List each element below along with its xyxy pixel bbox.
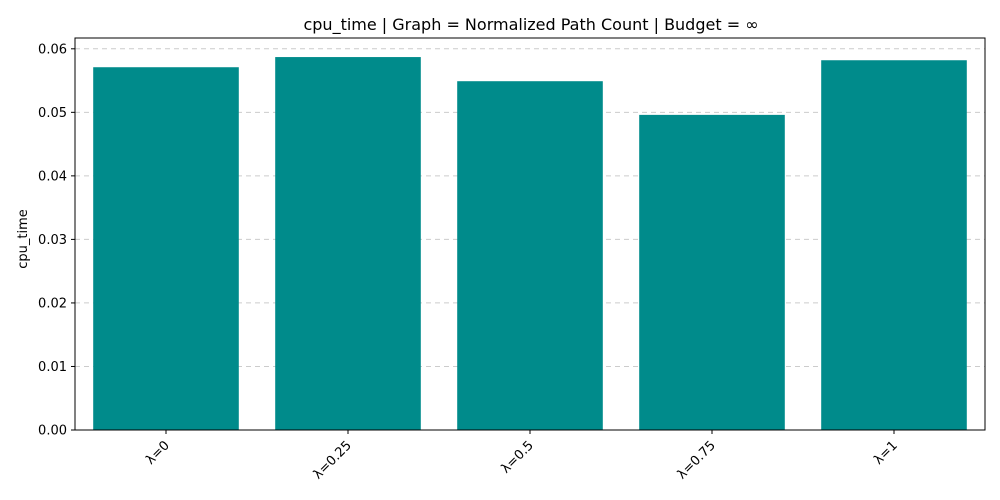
y-tick-label: 0.06 [38,42,67,57]
x-tick-label: λ=0 [143,438,173,468]
bar [275,57,421,430]
x-tick-label: λ=0.75 [675,438,719,482]
y-tick-label: 0.02 [38,296,67,311]
bars [93,57,967,431]
y-tick-label: 0.00 [38,424,67,439]
bar [821,60,967,430]
chart-title: cpu_time | Graph = Normalized Path Count… [303,15,758,35]
bar [457,81,603,431]
bar [93,67,239,430]
y-tick-label: 0.03 [38,233,67,248]
x-tick-label: λ=0.5 [498,438,536,476]
y-axis-label: cpu_time [16,209,31,269]
x-tick-label: λ=1 [871,438,901,468]
y-tick-label: 0.05 [38,106,67,121]
bar [639,114,785,430]
y-tick-label: 0.04 [38,169,67,184]
x-tick-label: λ=0.25 [311,438,355,482]
y-tick-label: 0.01 [38,360,67,375]
